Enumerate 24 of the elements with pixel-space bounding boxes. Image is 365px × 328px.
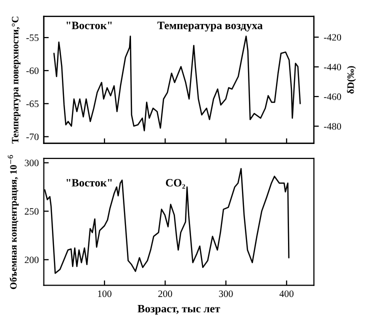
y-tick-label: 200	[24, 256, 39, 264]
y2-tick-label: -420	[324, 34, 342, 41]
annotation: "Восток"	[66, 179, 112, 187]
y2-axis-title: δD(‰)	[347, 66, 356, 94]
x-tick-label: 300	[219, 290, 233, 298]
y-tick-label: -70	[26, 134, 39, 140]
series-label: Температура воздуха	[157, 22, 263, 32]
x-tick-label: 200	[158, 290, 172, 298]
annotation: "Восток"	[66, 22, 112, 30]
y2-tick-label: -460	[324, 93, 342, 100]
y-tick-label: 250	[24, 208, 39, 215]
x-tick-label: 400	[279, 290, 294, 298]
x-tick-label: 100	[98, 290, 112, 298]
y-axis-title: Объемная концентрация, 10$^{−6}$	[8, 155, 19, 290]
x-axis-title: Возраст, тыс лет	[138, 305, 220, 315]
y-tick-label: -60	[26, 67, 39, 74]
y-tick-label: 300	[24, 160, 39, 166]
y-tick-label: -65	[26, 100, 39, 108]
line-series	[53, 36, 301, 132]
y2-tick-label: -480	[324, 123, 342, 130]
y2-tick-label: -440	[324, 64, 342, 70]
series-label: CO₂	[166, 179, 186, 189]
y-tick-label: -55	[26, 34, 39, 42]
y-axis-title: Температура поверхности,°C	[12, 16, 20, 144]
